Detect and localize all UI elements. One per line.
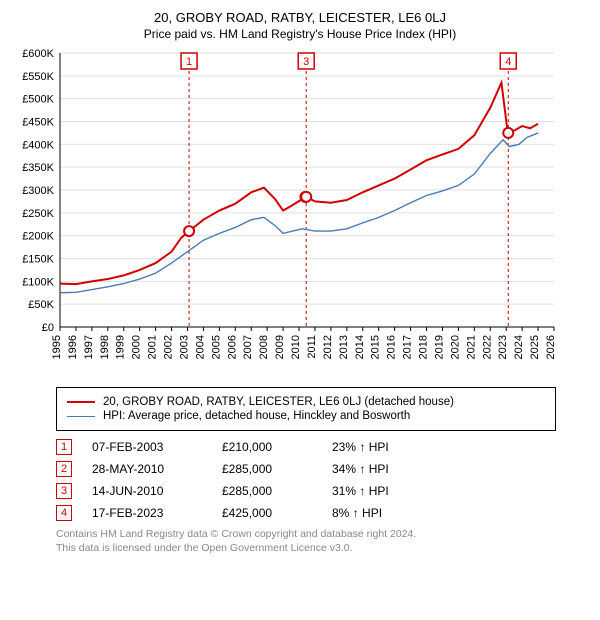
title-block: 20, GROBY ROAD, RATBY, LEICESTER, LE6 0L… bbox=[8, 10, 592, 41]
chart-svg: £0 £50K £100K £150K £200K £250K £300K £350K £400… bbox=[8, 47, 568, 377]
legend-swatch bbox=[67, 401, 95, 403]
marker-number: 1 bbox=[186, 56, 192, 68]
y-tick-label: £150K bbox=[22, 254, 54, 266]
legend-label: HPI: Average price, detached house, Hinc… bbox=[103, 410, 410, 422]
x-tick-label: 2011 bbox=[306, 335, 318, 359]
y-tick-label: £200K bbox=[22, 231, 54, 243]
x-tick-label: 2004 bbox=[194, 335, 206, 359]
x-tick-label: 1997 bbox=[83, 335, 95, 359]
y-tick-label: £550K bbox=[22, 71, 54, 83]
x-tick-label: 1995 bbox=[51, 335, 63, 359]
x-tick-label: 2022 bbox=[481, 335, 493, 359]
sales-row: 4 17-FEB-2023£425,0008% ↑ HPI bbox=[56, 505, 584, 521]
x-tick-label: 1998 bbox=[99, 335, 111, 359]
arrow-up-icon: ↑ bbox=[353, 506, 359, 520]
chart: £0 £50K £100K £150K £200K £250K £300K £350K £400… bbox=[8, 47, 592, 377]
sale-point bbox=[184, 226, 194, 236]
y-tick-label: £450K bbox=[22, 117, 54, 129]
title-address: 20, GROBY ROAD, RATBY, LEICESTER, LE6 0L… bbox=[8, 10, 592, 25]
x-tick-label: 1999 bbox=[115, 335, 127, 359]
sales-row: 1 07-FEB-2003£210,00023% ↑ HPI bbox=[56, 439, 584, 455]
y-tick-label: £100K bbox=[22, 276, 54, 288]
marker-number: 4 bbox=[505, 56, 511, 68]
sales-date: 14-JUN-2010 bbox=[92, 484, 222, 498]
x-tick-label: 2002 bbox=[163, 335, 175, 359]
sales-row: 3 14-JUN-2010£285,00031% ↑ HPI bbox=[56, 483, 584, 499]
x-tick-label: 2008 bbox=[258, 335, 270, 359]
y-tick-label: £350K bbox=[22, 162, 54, 174]
sales-pct: 8% ↑ HPI bbox=[332, 506, 452, 520]
x-tick-label: 2013 bbox=[338, 335, 350, 359]
footer: Contains HM Land Registry data © Crown c… bbox=[56, 527, 584, 555]
y-tick-label: £500K bbox=[22, 94, 54, 106]
x-tick-label: 2014 bbox=[354, 335, 366, 359]
legend-row: 20, GROBY ROAD, RATBY, LEICESTER, LE6 0L… bbox=[67, 396, 545, 408]
title-subtitle: Price paid vs. HM Land Registry's House … bbox=[8, 27, 592, 41]
x-tick-label: 2019 bbox=[433, 335, 445, 359]
x-tick-label: 2005 bbox=[210, 335, 222, 359]
sales-marker: 2 bbox=[56, 461, 72, 477]
x-tick-label: 2024 bbox=[513, 335, 525, 359]
sales-marker: 4 bbox=[56, 505, 72, 521]
sales-pct: 31% ↑ HPI bbox=[332, 484, 452, 498]
y-tick-label: £600K bbox=[22, 48, 54, 60]
arrow-up-icon: ↑ bbox=[359, 440, 365, 454]
sales-marker: 3 bbox=[56, 483, 72, 499]
x-tick-label: 2021 bbox=[465, 335, 477, 359]
x-tick-label: 2006 bbox=[226, 335, 238, 359]
sale-point bbox=[301, 192, 311, 202]
sales-price: £285,000 bbox=[222, 484, 332, 498]
arrow-up-icon: ↑ bbox=[359, 484, 365, 498]
y-tick-label: £400K bbox=[22, 139, 54, 151]
legend-label: 20, GROBY ROAD, RATBY, LEICESTER, LE6 0L… bbox=[103, 396, 454, 408]
legend-row: HPI: Average price, detached house, Hinc… bbox=[67, 410, 545, 422]
x-tick-label: 2010 bbox=[290, 335, 302, 359]
x-tick-label: 2018 bbox=[418, 335, 430, 359]
x-tick-label: 2020 bbox=[449, 335, 461, 359]
sales-date: 28-MAY-2010 bbox=[92, 462, 222, 476]
sales-date: 17-FEB-2023 bbox=[92, 506, 222, 520]
sales-marker: 1 bbox=[56, 439, 72, 455]
sales-price: £425,000 bbox=[222, 506, 332, 520]
x-tick-label: 2016 bbox=[386, 335, 398, 359]
x-tick-label: 1996 bbox=[67, 335, 79, 359]
footer-line2: This data is licensed under the Open Gov… bbox=[56, 541, 584, 555]
sales-table: 1 07-FEB-2003£210,00023% ↑ HPI 2 28-MAY-201… bbox=[56, 439, 584, 521]
sale-point bbox=[503, 128, 513, 138]
sales-price: £285,000 bbox=[222, 462, 332, 476]
sales-date: 07-FEB-2003 bbox=[92, 440, 222, 454]
x-tick-label: 2015 bbox=[370, 335, 382, 359]
x-tick-label: 2000 bbox=[131, 335, 143, 359]
chart-container: 20, GROBY ROAD, RATBY, LEICESTER, LE6 0L… bbox=[0, 0, 600, 561]
x-tick-label: 2026 bbox=[545, 335, 557, 359]
legend-swatch bbox=[67, 416, 95, 417]
y-tick-label: £0 bbox=[42, 322, 54, 334]
sales-pct: 23% ↑ HPI bbox=[332, 440, 452, 454]
x-tick-label: 2007 bbox=[242, 335, 254, 359]
y-tick-label: £300K bbox=[22, 185, 54, 197]
x-tick-label: 2009 bbox=[274, 335, 286, 359]
x-tick-label: 2025 bbox=[529, 335, 541, 359]
y-tick-label: £250K bbox=[22, 208, 54, 220]
sales-price: £210,000 bbox=[222, 440, 332, 454]
y-tick-label: £50K bbox=[28, 299, 54, 311]
x-tick-label: 2023 bbox=[497, 335, 509, 359]
x-tick-label: 2001 bbox=[147, 335, 159, 359]
sales-pct: 34% ↑ HPI bbox=[332, 462, 452, 476]
x-tick-label: 2003 bbox=[178, 335, 190, 359]
sales-row: 2 28-MAY-2010£285,00034% ↑ HPI bbox=[56, 461, 584, 477]
footer-line1: Contains HM Land Registry data © Crown c… bbox=[56, 527, 584, 541]
arrow-up-icon: ↑ bbox=[359, 462, 365, 476]
marker-number: 3 bbox=[303, 56, 309, 68]
x-tick-label: 2012 bbox=[322, 335, 334, 359]
x-tick-label: 2017 bbox=[402, 335, 414, 359]
legend: 20, GROBY ROAD, RATBY, LEICESTER, LE6 0L… bbox=[56, 387, 556, 431]
